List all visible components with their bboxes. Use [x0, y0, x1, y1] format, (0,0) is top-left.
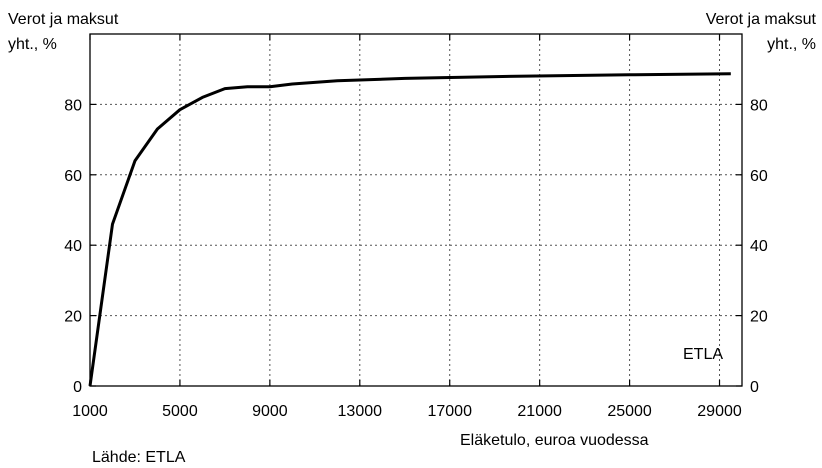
y-tick-label-right: 0	[750, 379, 759, 396]
series-layer	[88, 72, 731, 387]
tick-labels: 1000 5000 9000 13000 17000 21000 25000 29000 0 0 2…	[64, 97, 768, 420]
x-tick-label: 13000	[338, 403, 383, 420]
axis-ticks	[89, 34, 742, 387]
y-axis-label-right-line1: Verot ja maksut	[706, 11, 817, 28]
y-tick-label-left: 40	[64, 238, 82, 255]
y-tick-label-right: 60	[750, 168, 768, 185]
x-tick-label: 5000	[162, 403, 198, 420]
x-tick-label: 25000	[607, 403, 652, 420]
x-axis-label: Eläketulo, euroa vuodessa	[460, 432, 649, 449]
grid-lines	[90, 34, 742, 386]
y-tick-label-right: 20	[750, 309, 768, 326]
y-tick-label-left: 0	[73, 379, 82, 396]
x-tick-label: 1000	[72, 403, 108, 420]
x-tick-label: 29000	[697, 403, 742, 420]
source-note: Lähde: ETLA	[92, 449, 186, 466]
plot-frame	[89, 33, 743, 387]
x-tick-label: 17000	[427, 403, 472, 420]
x-tick-label: 21000	[517, 403, 562, 420]
x-tick-label: 9000	[252, 403, 288, 420]
y-tick-label-left: 60	[64, 168, 82, 185]
watermark-label: ETLA	[683, 346, 723, 363]
y-tick-label-right: 40	[750, 238, 768, 255]
y-axis-label-left-line1: Verot ja maksut	[8, 11, 119, 28]
y-tick-label-left: 20	[64, 309, 82, 326]
y-tick-label-right: 80	[750, 97, 768, 114]
series-line	[88, 72, 731, 387]
y-axis-label-right-line2: yht., %	[767, 36, 816, 53]
y-tick-label-left: 80	[64, 97, 82, 114]
y-axis-label-left-line2: yht., %	[8, 36, 57, 53]
